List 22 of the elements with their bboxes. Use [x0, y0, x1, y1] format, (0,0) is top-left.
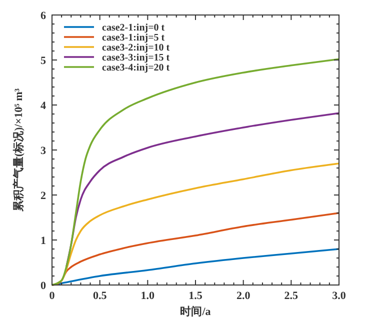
legend-label: case3-4:inj=20 t: [102, 62, 170, 74]
y-tick-label: 2: [40, 190, 46, 202]
y-tick-label: 5: [40, 55, 46, 67]
x-tick-label: 1.0: [140, 290, 156, 302]
x-tick-label: 2.0: [236, 290, 251, 302]
y-tick-label: 6: [40, 10, 46, 22]
legend-label: case3-1:inj=5 t: [102, 32, 166, 44]
legend-label: case2-1:inj=0 t: [102, 22, 166, 34]
y-axis-title: 累积产气量(标况)/×10⁵ m³: [12, 88, 25, 213]
legend-label: case3-2:inj=10 t: [102, 42, 170, 54]
legend-label: case3-3:inj=15 t: [102, 52, 170, 64]
x-tick-label: 2.5: [284, 290, 299, 302]
x-tick-label: 0.5: [92, 290, 108, 302]
line-series: [51, 212, 340, 286]
y-tick-label: 1: [40, 235, 46, 247]
x-tick-label: 3.0: [332, 290, 346, 302]
x-tick-label: 0: [49, 290, 56, 302]
y-tick-label: 0: [40, 280, 46, 292]
y-tick-label: 4: [40, 100, 46, 112]
x-tick-label: 1.5: [188, 290, 203, 302]
y-tick-label: 3: [40, 145, 46, 157]
x-axis-title: 时间/a: [180, 305, 212, 318]
